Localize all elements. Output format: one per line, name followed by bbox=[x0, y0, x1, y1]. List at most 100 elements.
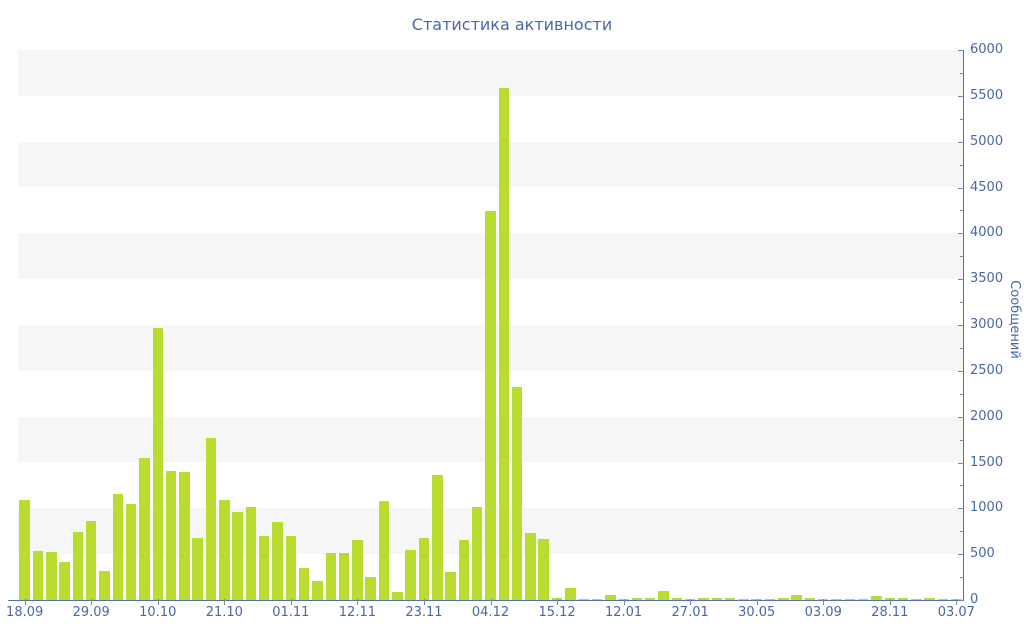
bar[interactable] bbox=[498, 87, 510, 600]
x-tick-label: 04.12 bbox=[471, 605, 510, 620]
bar[interactable] bbox=[698, 598, 709, 600]
bar[interactable] bbox=[285, 535, 297, 600]
y-minor-tick bbox=[960, 577, 964, 579]
bar[interactable] bbox=[112, 493, 124, 600]
bar[interactable] bbox=[791, 594, 802, 600]
bar[interactable] bbox=[19, 500, 30, 600]
x-tick-label: 21.10 bbox=[205, 605, 243, 620]
bar[interactable] bbox=[778, 598, 789, 600]
y-tick-label: 6000 bbox=[970, 42, 1004, 57]
x-tick bbox=[357, 599, 359, 605]
bar[interactable] bbox=[405, 549, 416, 600]
y-major-tick bbox=[958, 416, 964, 418]
bar[interactable] bbox=[644, 597, 656, 600]
x-tick bbox=[756, 599, 758, 605]
bar[interactable] bbox=[658, 590, 669, 600]
x-tick bbox=[557, 599, 559, 605]
bar[interactable] bbox=[46, 552, 57, 600]
bar[interactable] bbox=[179, 471, 190, 600]
x-tick bbox=[423, 599, 425, 605]
bar[interactable] bbox=[458, 539, 470, 600]
bar[interactable] bbox=[911, 598, 922, 600]
bar[interactable] bbox=[432, 475, 443, 600]
bar[interactable] bbox=[72, 532, 84, 600]
x-tick-label: 23.11 bbox=[405, 605, 443, 620]
bar[interactable] bbox=[365, 577, 376, 600]
bar[interactable] bbox=[298, 567, 310, 600]
y-tick-label: 4000 bbox=[970, 225, 1004, 241]
bar[interactable] bbox=[205, 437, 217, 600]
bar[interactable] bbox=[471, 507, 483, 600]
bar[interactable] bbox=[711, 598, 723, 600]
bar[interactable] bbox=[538, 538, 549, 600]
bar[interactable] bbox=[378, 501, 390, 600]
bar[interactable] bbox=[245, 507, 257, 600]
y-minor-tick bbox=[960, 164, 964, 166]
bar[interactable] bbox=[937, 598, 949, 600]
bar[interactable] bbox=[445, 571, 456, 600]
bar[interactable] bbox=[165, 470, 177, 600]
bar[interactable] bbox=[565, 588, 576, 600]
y-tick-label: 5000 bbox=[970, 133, 1004, 149]
bar[interactable] bbox=[99, 570, 110, 600]
bar[interactable] bbox=[272, 522, 283, 600]
x-tick-label: 10.10 bbox=[139, 605, 177, 620]
x-tick bbox=[889, 599, 891, 605]
bar[interactable] bbox=[192, 537, 203, 600]
bar[interactable] bbox=[804, 598, 816, 600]
bar[interactable] bbox=[871, 596, 882, 600]
x-tick bbox=[956, 599, 958, 605]
bar[interactable] bbox=[844, 599, 856, 600]
bar[interactable] bbox=[338, 553, 350, 600]
y-minor-tick bbox=[960, 118, 964, 120]
bar[interactable] bbox=[232, 512, 243, 600]
bar[interactable] bbox=[738, 598, 749, 600]
bar[interactable] bbox=[258, 535, 270, 600]
y-minor-tick bbox=[960, 210, 964, 212]
bar[interactable] bbox=[724, 598, 736, 600]
bar[interactable] bbox=[764, 598, 776, 600]
x-tick-label: 03.07 bbox=[937, 605, 975, 620]
y-major-tick bbox=[958, 95, 964, 97]
bar[interactable] bbox=[511, 387, 523, 600]
x-tick-label: 15.12 bbox=[538, 605, 576, 620]
bar[interactable] bbox=[325, 553, 337, 600]
bar[interactable] bbox=[85, 521, 97, 600]
y-major-tick bbox=[958, 279, 964, 281]
bar[interactable] bbox=[605, 595, 616, 600]
bar[interactable] bbox=[671, 597, 683, 600]
y-major-tick bbox=[958, 462, 964, 464]
bar[interactable] bbox=[924, 598, 935, 600]
bar[interactable] bbox=[59, 561, 70, 600]
bar[interactable] bbox=[525, 533, 536, 600]
x-tick bbox=[24, 599, 26, 605]
bar[interactable] bbox=[32, 551, 44, 600]
bar[interactable] bbox=[125, 503, 137, 600]
x-tick bbox=[224, 599, 226, 605]
bar[interactable] bbox=[857, 599, 869, 600]
x-tick-label: 30.05 bbox=[738, 605, 776, 620]
bar[interactable] bbox=[418, 537, 430, 600]
y-major-tick bbox=[958, 325, 964, 326]
bar[interactable] bbox=[139, 457, 150, 600]
x-tick-label: 27.01 bbox=[671, 605, 709, 620]
bar[interactable] bbox=[831, 598, 842, 600]
y-tick-label: 5500 bbox=[970, 87, 1004, 103]
bar[interactable] bbox=[591, 599, 603, 600]
bar[interactable] bbox=[631, 598, 643, 600]
x-tick-label: 28.11 bbox=[871, 605, 909, 620]
x-tick-label: 12.01 bbox=[604, 605, 643, 620]
bar[interactable] bbox=[578, 599, 589, 600]
x-tick bbox=[490, 599, 492, 605]
bar[interactable] bbox=[485, 211, 496, 600]
bar[interactable] bbox=[152, 327, 163, 600]
y-tick-label: 2500 bbox=[970, 362, 1004, 378]
bar[interactable] bbox=[352, 539, 363, 600]
bar[interactable] bbox=[312, 580, 323, 600]
bar[interactable] bbox=[897, 598, 909, 600]
bar[interactable] bbox=[392, 591, 403, 600]
y-major-tick bbox=[958, 233, 964, 235]
y-minor-tick bbox=[960, 485, 964, 487]
bar[interactable] bbox=[219, 500, 230, 600]
y-minor-tick bbox=[960, 439, 964, 441]
